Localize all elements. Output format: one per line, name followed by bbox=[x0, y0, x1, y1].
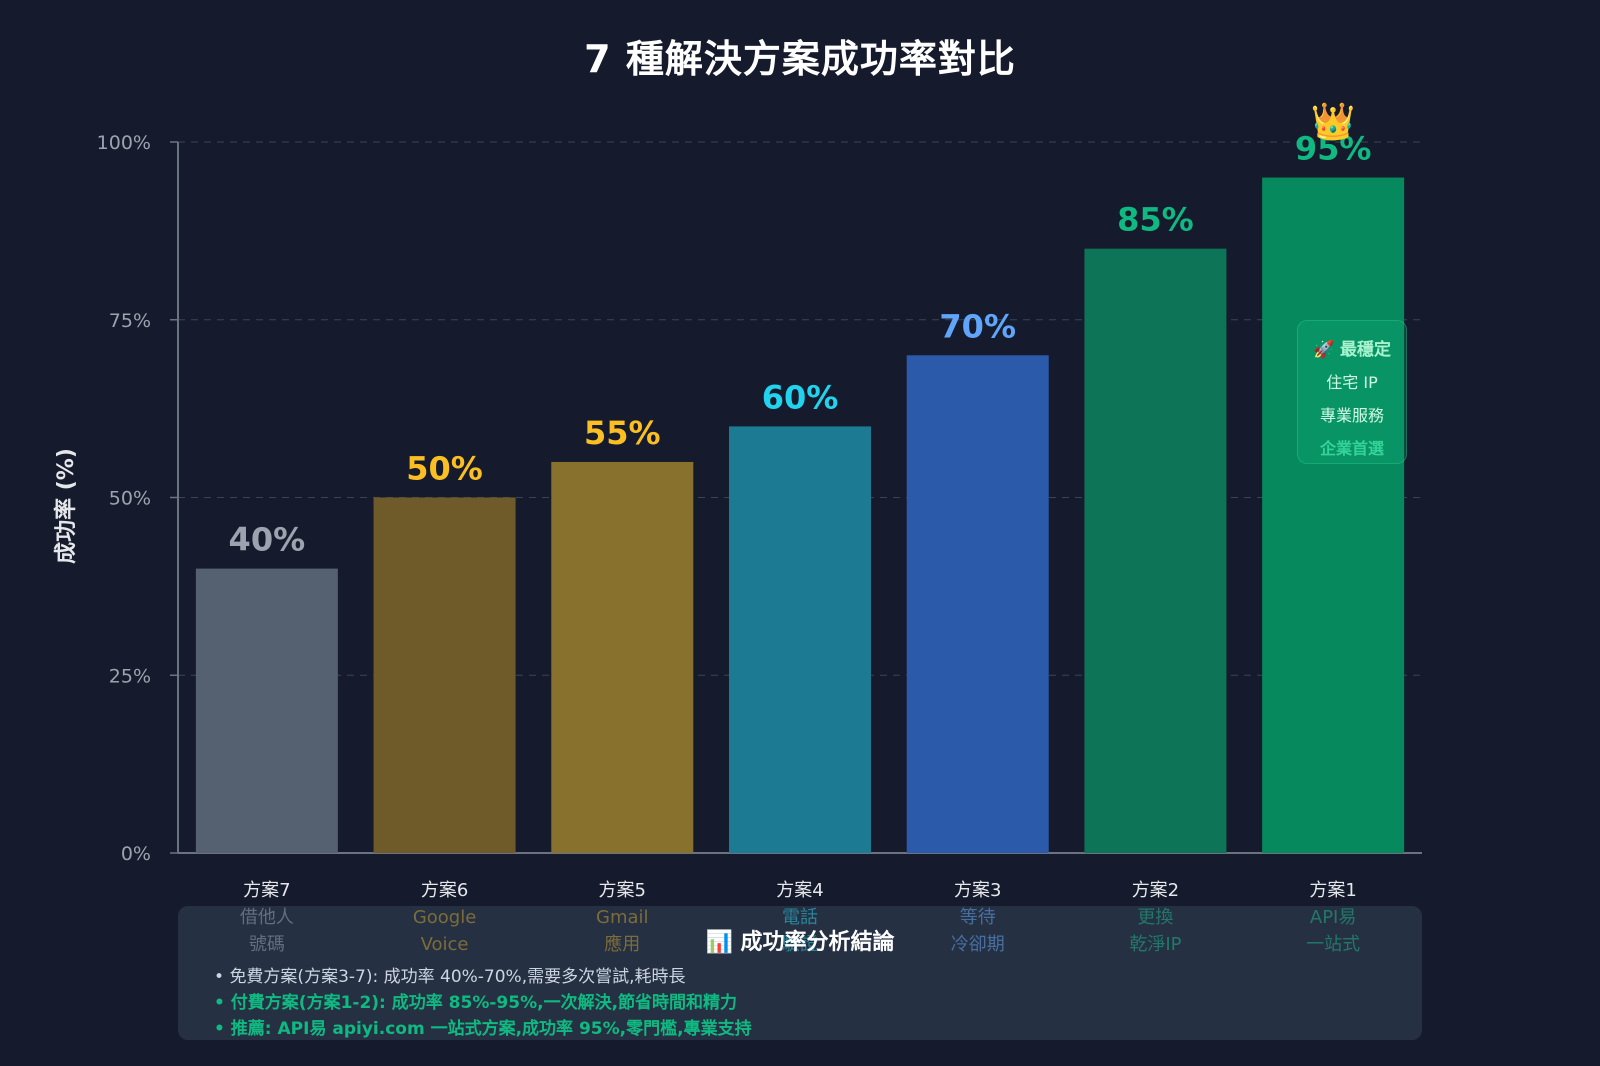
bar-value-label: 50% bbox=[406, 450, 483, 488]
callout-line-enterprise: 企業首選 bbox=[1319, 439, 1384, 458]
x-tick-label: 方案2 bbox=[1132, 880, 1179, 901]
y-tick-label: 50% bbox=[109, 488, 151, 510]
bar bbox=[1262, 177, 1405, 854]
callout-line-ip: 住宅 IP bbox=[1326, 373, 1378, 392]
x-tick-label: 方案7 bbox=[243, 880, 290, 901]
y-tick-label: 0% bbox=[121, 843, 151, 865]
bar-value-label: 60% bbox=[762, 378, 839, 416]
bar bbox=[906, 355, 1049, 853]
bar-value-label: 85% bbox=[1117, 201, 1194, 239]
bar bbox=[551, 461, 694, 853]
summary-list: 免費方案(方案3-7): 成功率 40%-70%,需要多次嘗試,耗時長 付費方案… bbox=[214, 964, 752, 1042]
bar-value-label: 70% bbox=[939, 307, 1016, 345]
best-solution-callout: 🚀 最穩定 住宅 IP 專業服務 企業首選 bbox=[1297, 320, 1407, 464]
x-tick-label: 方案6 bbox=[421, 880, 468, 901]
bar bbox=[195, 568, 338, 853]
y-tick-label: 25% bbox=[109, 665, 151, 687]
x-tick-label: 方案4 bbox=[776, 880, 823, 901]
summary-title: 📊 成功率分析結論 bbox=[705, 930, 895, 955]
summary-item-recommend: 推薦: API易 apiyi.com 一站式方案,成功率 95%,零門檻,專業支… bbox=[214, 1016, 752, 1042]
bar-value-label: 55% bbox=[584, 414, 661, 452]
callout-line-service: 專業服務 bbox=[1319, 406, 1384, 425]
summary-item-free: 免費方案(方案3-7): 成功率 40%-70%,需要多次嘗試,耗時長 bbox=[214, 964, 752, 990]
y-tick-label: 75% bbox=[109, 310, 151, 332]
summary-item-paid: 付費方案(方案1-2): 成功率 85%-95%,一次解決,節省時間和精力 bbox=[214, 990, 752, 1016]
summary-panel: 📊 成功率分析結論 免費方案(方案3-7): 成功率 40%-70%,需要多次嘗… bbox=[178, 906, 1422, 1040]
bar bbox=[729, 426, 871, 853]
chart-title: 7 種解決方案成功率對比 bbox=[584, 37, 1016, 81]
x-tick-label: 方案5 bbox=[599, 880, 646, 901]
bar-value-label: 95% bbox=[1295, 130, 1372, 168]
x-tick-label: 方案1 bbox=[1309, 880, 1356, 901]
crown-icon: 👑 bbox=[1311, 102, 1356, 143]
bar-value-label: 40% bbox=[229, 521, 306, 559]
x-tick-label: 方案3 bbox=[954, 880, 1001, 901]
bar bbox=[1084, 248, 1227, 853]
callout-heading: 🚀 最穩定 bbox=[1312, 340, 1392, 360]
y-tick-label: 100% bbox=[97, 132, 151, 154]
bar bbox=[373, 497, 516, 853]
